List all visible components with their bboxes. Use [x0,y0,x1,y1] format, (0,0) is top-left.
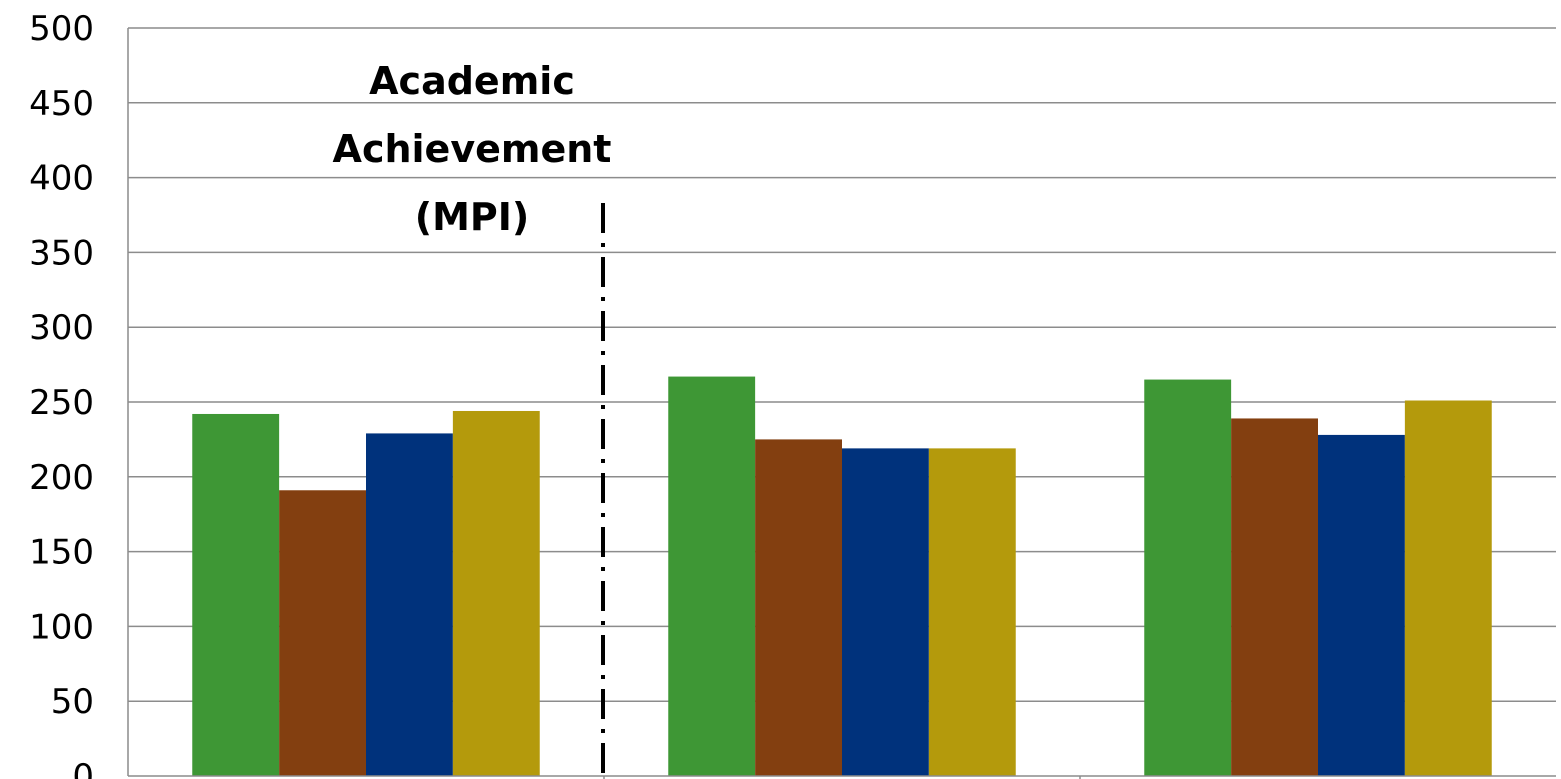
bar [755,439,842,776]
axes [127,28,1556,779]
bar [452,410,540,776]
bar [192,413,280,776]
bar [1231,418,1318,776]
annotation-line-3: (MPI) [415,195,530,239]
y-tick-label: 450 [29,84,94,124]
y-tick-label: 300 [29,308,94,348]
bar [366,433,453,776]
bar [668,376,756,776]
y-tick-label: 250 [29,383,94,423]
y-tick-label: 200 [29,458,94,498]
bar [1404,400,1492,776]
y-tick-label: 500 [29,9,94,49]
bar [1144,379,1232,776]
y-tick-label: 150 [29,533,94,573]
annotation-line-2: Achievement [333,127,612,171]
y-tick-label: 100 [29,607,94,647]
bar [928,448,1016,776]
bar [842,448,929,776]
y-tick-label: 350 [29,233,94,273]
y-tick-label: 400 [29,159,94,199]
annotation-line-1: Academic [369,59,575,103]
bar [1318,434,1405,776]
annotation: Academic Achievement (MPI) [333,59,612,239]
bar [279,490,366,776]
y-axis-ticks: 0 50 100 150 200 250 300 350 400 450 500 [29,9,94,779]
bars [192,376,1492,776]
y-tick-label: 0 [72,757,94,779]
y-tick-label: 50 [51,682,94,722]
